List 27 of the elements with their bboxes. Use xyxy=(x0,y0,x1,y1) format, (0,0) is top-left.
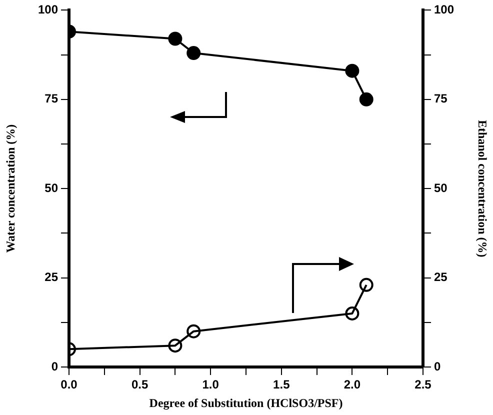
x-tick-label: 1.5 xyxy=(273,378,290,392)
point xyxy=(186,46,201,60)
x-tick-label: 2.0 xyxy=(344,378,361,392)
y2-tick-label: 75 xyxy=(434,92,448,106)
y-tick-label: 75 xyxy=(44,92,58,106)
x-tick-label: 0.0 xyxy=(60,378,78,392)
y-tick-label: 100 xyxy=(38,2,58,17)
x-tick-label: 1.0 xyxy=(202,378,220,392)
y-tick-label: 25 xyxy=(44,270,58,284)
x-axis-title: Degree of Substitution (HClSO3/PSF) xyxy=(149,396,343,410)
y2-tick-label: 25 xyxy=(434,270,448,284)
point xyxy=(359,92,374,106)
x-tick-label: 0.5 xyxy=(131,378,148,392)
point xyxy=(168,338,182,353)
y2-tick-label: 0 xyxy=(434,359,441,374)
y-axis-title: Water concentration (%) xyxy=(3,124,18,253)
y2-tick-label: 50 xyxy=(434,180,448,195)
x-tick-label: 2.5 xyxy=(414,378,432,392)
y-tick-label: 0 xyxy=(51,359,58,374)
point xyxy=(168,32,182,46)
y2-tick-label: 100 xyxy=(434,2,454,17)
point xyxy=(345,306,360,320)
point xyxy=(345,64,360,78)
y2-axis-title: Ethanol concentration (%) xyxy=(476,120,490,258)
point xyxy=(359,278,374,292)
y-tick-label: 50 xyxy=(44,180,58,195)
point xyxy=(186,324,201,338)
